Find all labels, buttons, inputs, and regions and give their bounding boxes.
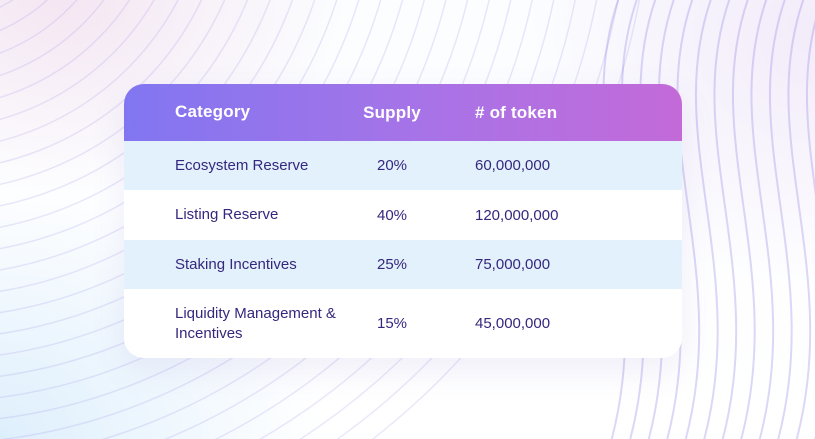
cell-category: Ecosystem Reserve (175, 156, 309, 174)
table-row: Staking Incentives 25% 75,000,000 (124, 239, 682, 290)
table-header-row: Category Supply # of token (124, 84, 682, 141)
column-header-supply: Supply (363, 102, 421, 122)
cell-tokens: 60,000,000 (475, 157, 551, 175)
cell-supply: 15% (376, 315, 408, 333)
table-row: Listing Reserve 40% 120,000,000 (124, 190, 682, 240)
cell-tokens: 75,000,000 (475, 255, 551, 273)
cell-supply: 20% (376, 157, 408, 175)
cell-tokens: 45,000,000 (475, 315, 551, 333)
token-allocation-table: Category Supply # of token Ecosystem Res… (124, 84, 682, 358)
column-header-category: Category (175, 102, 251, 122)
column-header-tokens: # of token (475, 102, 558, 122)
cell-category: Staking Incentives (175, 255, 297, 273)
cell-tokens: 120,000,000 (475, 206, 559, 224)
table-row: Liquidity Management & Incentives 15% 45… (124, 289, 682, 358)
cell-supply: 40% (376, 206, 408, 224)
cell-category: Listing Reserve (175, 206, 279, 224)
cell-supply: 25% (376, 255, 408, 273)
table-row: Ecosystem Reserve 20% 60,000,000 (124, 141, 682, 191)
cell-category: Liquidity Management & Incentives (175, 305, 336, 342)
